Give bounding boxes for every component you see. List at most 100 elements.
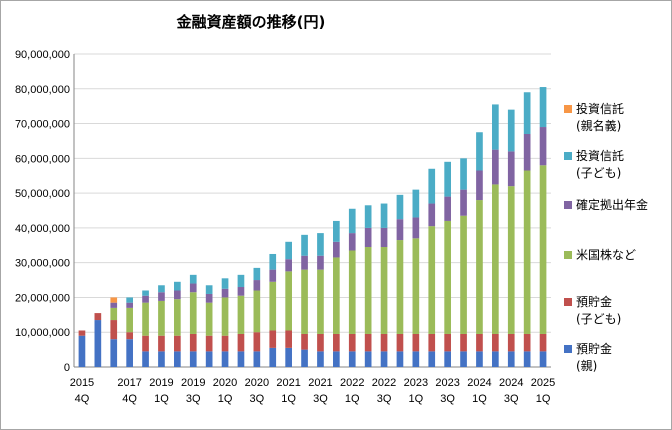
bar-segment-0 — [110, 339, 118, 367]
bar-segment-2 — [380, 247, 388, 334]
x-tick-year: 2024 — [467, 377, 491, 389]
bar-segment-1 — [539, 333, 547, 352]
bar-segment-4 — [221, 278, 229, 289]
bar-segment-2 — [412, 238, 420, 334]
legend-label: 預貯金 (子ども) — [576, 295, 622, 326]
bar-segment-0 — [460, 351, 467, 367]
bar-segment-1 — [444, 333, 451, 352]
bar-segment-2 — [507, 186, 515, 334]
x-tick-quarter: 3Q — [186, 393, 201, 405]
bar-segment-1 — [364, 333, 372, 352]
legend-swatch — [564, 345, 572, 353]
bar-segment-0 — [333, 351, 340, 367]
bar-segment-3 — [301, 255, 308, 270]
y-tick-label: 10,000,000 — [15, 327, 70, 339]
bar-segment-2 — [126, 307, 133, 333]
legend-label: 預貯金 (親) — [576, 342, 613, 373]
x-tick-quarter: 3Q — [440, 393, 455, 405]
x-tick-quarter: 1Q — [154, 393, 169, 405]
bar-segment-4 — [174, 281, 181, 291]
bar-segment-2 — [285, 271, 292, 331]
legend-label: 投資信託 (親名義) — [576, 102, 625, 133]
bar-segment-0 — [237, 351, 245, 367]
bar-segment-1 — [476, 333, 483, 352]
bar-segment-4 — [205, 285, 213, 294]
bar-segment-4 — [333, 220, 340, 242]
legend-swatch — [564, 105, 572, 113]
bar-segment-3 — [444, 196, 451, 221]
bar-segment-1 — [189, 333, 197, 352]
bar-segment-3 — [412, 217, 420, 239]
bar-segment-2 — [333, 257, 340, 334]
x-tick-quarter: 3Q — [377, 393, 392, 405]
bar-segment-1 — [237, 333, 245, 352]
bar-segment-1 — [174, 335, 181, 352]
bar-segment-1 — [205, 335, 213, 352]
bar-segment-4 — [523, 92, 531, 134]
y-tick-label: 20,000,000 — [15, 292, 70, 304]
bar-segment-1 — [348, 333, 356, 352]
bar-segment-4 — [126, 297, 133, 303]
x-tick-year: 2025 — [531, 377, 555, 389]
bar-segment-3 — [110, 302, 118, 308]
bar-segment-3 — [539, 127, 547, 166]
bar-segment-3 — [476, 170, 483, 201]
bar-segment-4 — [189, 274, 197, 284]
bar-segment-3 — [126, 302, 133, 308]
bar-segment-3 — [364, 227, 372, 248]
bar-segment-1 — [523, 333, 531, 352]
bar-segment-1 — [142, 335, 149, 352]
bar-segment-2 — [110, 307, 118, 321]
bar-segment-3 — [189, 283, 197, 293]
bar-segment-3 — [507, 151, 515, 187]
bar-segment-0 — [348, 351, 356, 367]
bar-segment-4 — [285, 241, 292, 260]
bar-segment-1 — [428, 333, 436, 352]
x-tick-quarter: 3Q — [250, 393, 265, 405]
x-tick-quarter: 4Q — [75, 393, 90, 405]
y-tick-label: 60,000,000 — [15, 153, 70, 165]
bar-segment-1 — [492, 333, 499, 352]
bar-segment-0 — [158, 351, 165, 367]
bar-segment-0 — [476, 351, 483, 367]
bar-segment-3 — [380, 227, 388, 248]
bar-segment-4 — [476, 132, 483, 171]
bar-segment-3 — [396, 219, 404, 241]
bar-segment-3 — [492, 149, 499, 185]
bar-segment-4 — [380, 203, 388, 228]
bar-segment-0 — [317, 351, 324, 367]
x-tick-year: 2022 — [340, 377, 364, 389]
bar-segment-4 — [396, 194, 404, 220]
legend-label: 確定拠出年金 — [576, 198, 649, 212]
x-tick-year: 2017 — [117, 377, 141, 389]
bar-segment-0 — [523, 351, 531, 367]
bar-segment-2 — [253, 290, 261, 333]
bar-segment-4 — [317, 233, 324, 256]
bar-segment-2 — [317, 269, 324, 334]
bar-segment-3 — [205, 293, 213, 303]
bar-segment-2 — [444, 220, 451, 334]
bar-segment-3 — [460, 189, 467, 216]
bar-segment-2 — [523, 170, 531, 334]
legend-label: 投資信託 (子ども) — [576, 149, 625, 180]
bar-segment-0 — [189, 351, 197, 367]
bar-segment-1 — [380, 333, 388, 352]
bar-segment-5 — [110, 297, 118, 303]
y-tick-label: 90,000,000 — [15, 49, 70, 61]
bar-segment-1 — [78, 330, 86, 336]
y-tick-label: 70,000,000 — [15, 119, 70, 131]
bar-segment-0 — [253, 351, 261, 367]
x-tick-year: 2020 — [245, 377, 269, 389]
x-tick-year: 2015 — [70, 377, 94, 389]
bar-segment-0 — [507, 351, 515, 367]
bar-segment-1 — [253, 332, 261, 352]
bar-segment-1 — [285, 330, 292, 348]
bar-segment-0 — [221, 351, 229, 367]
legend-swatch — [564, 298, 572, 306]
bar-segment-0 — [539, 351, 547, 367]
bar-segment-1 — [317, 333, 324, 352]
bar-segment-2 — [221, 297, 229, 336]
bar-segment-3 — [269, 269, 277, 282]
bar-segment-0 — [78, 335, 86, 367]
